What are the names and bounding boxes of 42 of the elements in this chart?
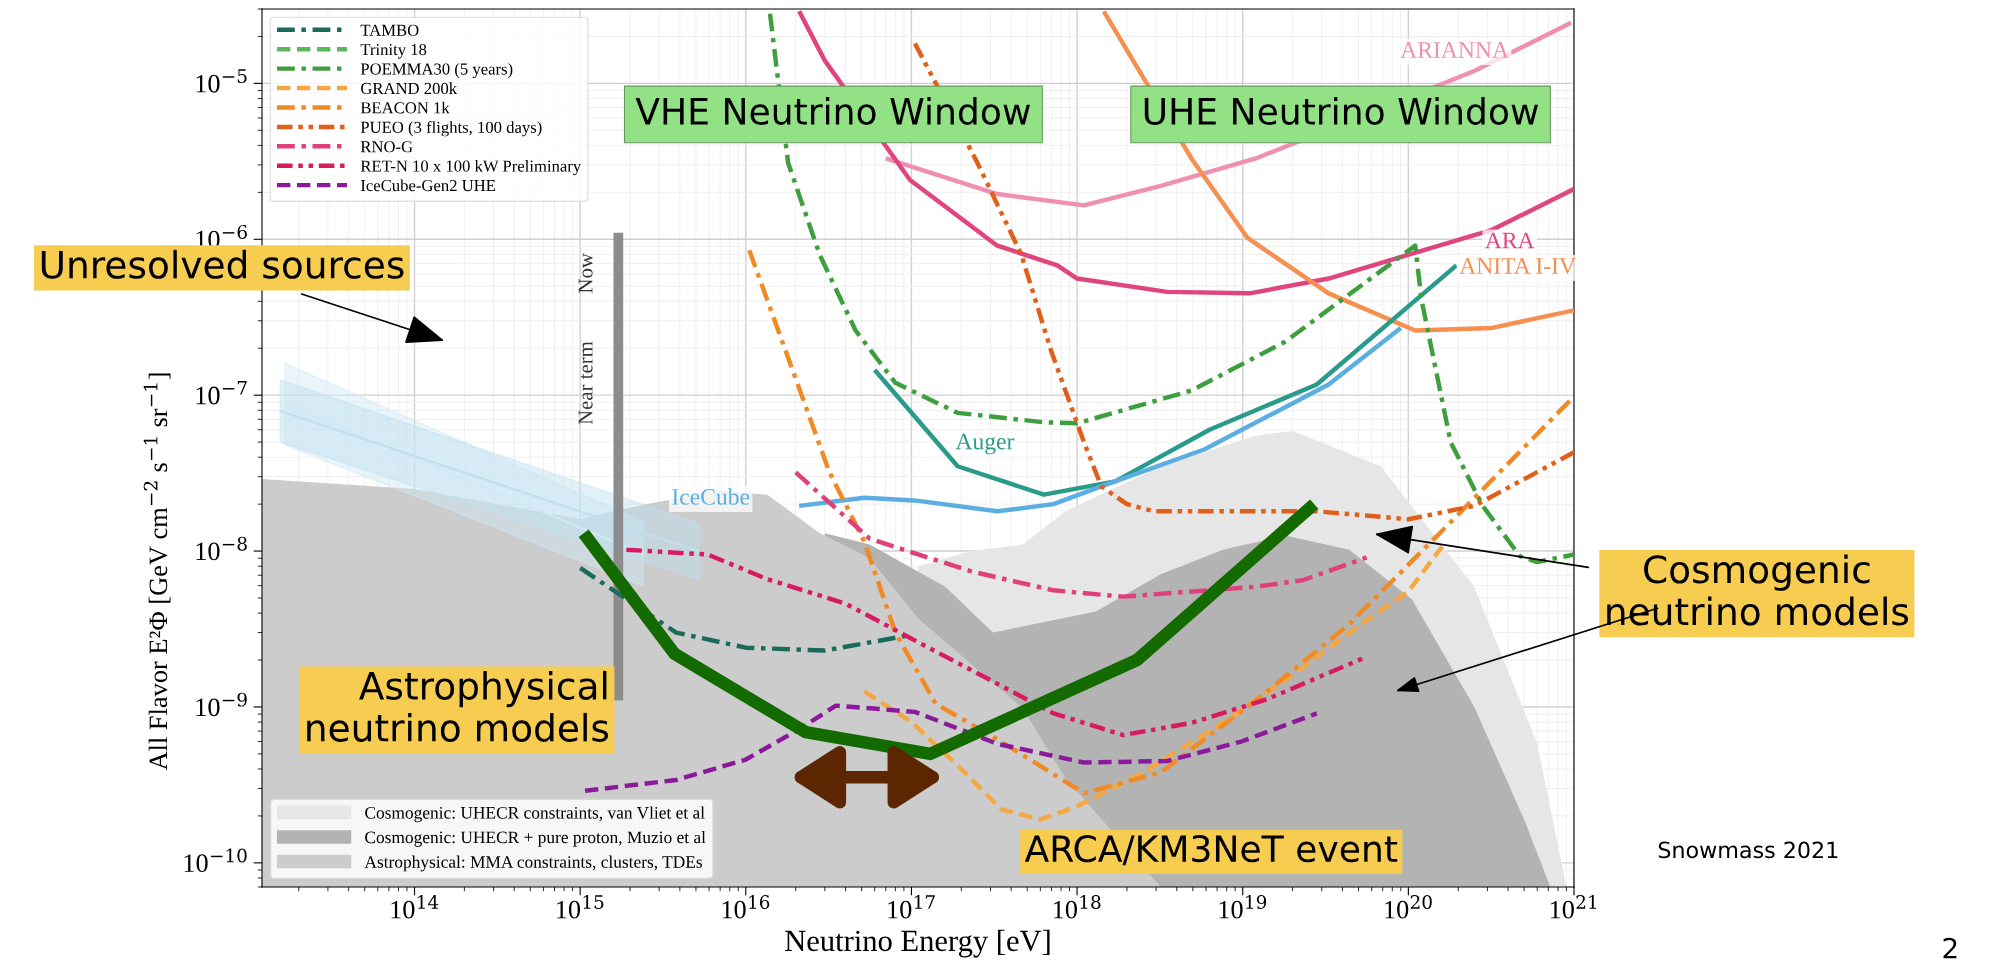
text: Snowmass 2021 — [1658, 841, 1838, 859]
x-tick-label: 10$^{20}$ — [1385, 895, 1432, 919]
y-axis-title: All Flavor E²Φ [GeV cm$^{−2}$ s$^{−1}$ sr$^{−1}$] — [143, 373, 171, 771]
annotation: VHE Neutrino Window — [635, 96, 1030, 125]
legend-label: IceCube-Gen2 UHE — [360, 179, 496, 192]
annotation: IceCube — [672, 488, 750, 505]
x-tick-label: 10$^{19}$ — [1219, 895, 1267, 919]
x-tick-label: 10$^{21}$ — [1550, 895, 1597, 919]
text: Cosmogenic neutrino models — [1607, 554, 1909, 626]
legend-label: Cosmogenic: UHECR constraints, van Vliet et al — [365, 806, 705, 823]
y-tick-label: 10$^{−5}$ — [196, 69, 247, 93]
annotation: Unresolved sources — [41, 249, 404, 279]
x-tick-label: 10$^{18}$ — [1053, 895, 1101, 919]
annotation: ANITA I-IV — [1459, 258, 1576, 275]
annotation: Now — [578, 253, 593, 293]
legend-label: BEACON 1k — [360, 101, 450, 114]
x-tick-label: 10$^{14}$ — [391, 895, 439, 919]
annotation: ARA — [1485, 232, 1535, 249]
text: 2 — [1943, 937, 1957, 959]
annotation: ARCA/KM3NeT event — [1024, 835, 1398, 866]
annotation: Astrophysical neutrino models — [307, 670, 609, 742]
y-tick-label: 10$^{−10}$ — [184, 848, 247, 873]
legend-label: Cosmogenic: UHECR + pure proton, Muzio et al — [365, 831, 706, 847]
x-tick-label: 10$^{15}$ — [557, 895, 604, 919]
legend-label: RNO-G — [360, 141, 413, 153]
annotation: Near term — [578, 341, 593, 425]
legend-label: TAMBO — [360, 24, 419, 36]
annotation: UHE Neutrino Window — [1144, 96, 1538, 125]
legend-label: RET-N 10 x 100 kW Preliminary — [360, 159, 582, 176]
annotation: ARIANNA — [1400, 42, 1509, 58]
legend-label: Trinity 18 — [360, 43, 427, 59]
y-tick-label: 10$^{−9}$ — [196, 692, 247, 717]
legend-label: GRAND 200k — [361, 82, 458, 95]
x-axis-title: Neutrino Energy [eV] — [785, 929, 1050, 958]
legend-label: PUEO (3 flights, 100 days) — [360, 121, 542, 137]
annotation: Auger — [955, 433, 1015, 455]
x-tick-label: 10$^{17}$ — [888, 895, 935, 919]
legend-label: POEMMA30 (5 years) — [360, 62, 513, 79]
x-tick-label: 10$^{16}$ — [722, 895, 770, 919]
y-tick-label: 10$^{−8}$ — [196, 536, 247, 561]
legend-label: Astrophysical: MMA constraints, clusters, TDEs — [364, 855, 703, 872]
y-tick-label: 10$^{−7}$ — [196, 381, 247, 405]
